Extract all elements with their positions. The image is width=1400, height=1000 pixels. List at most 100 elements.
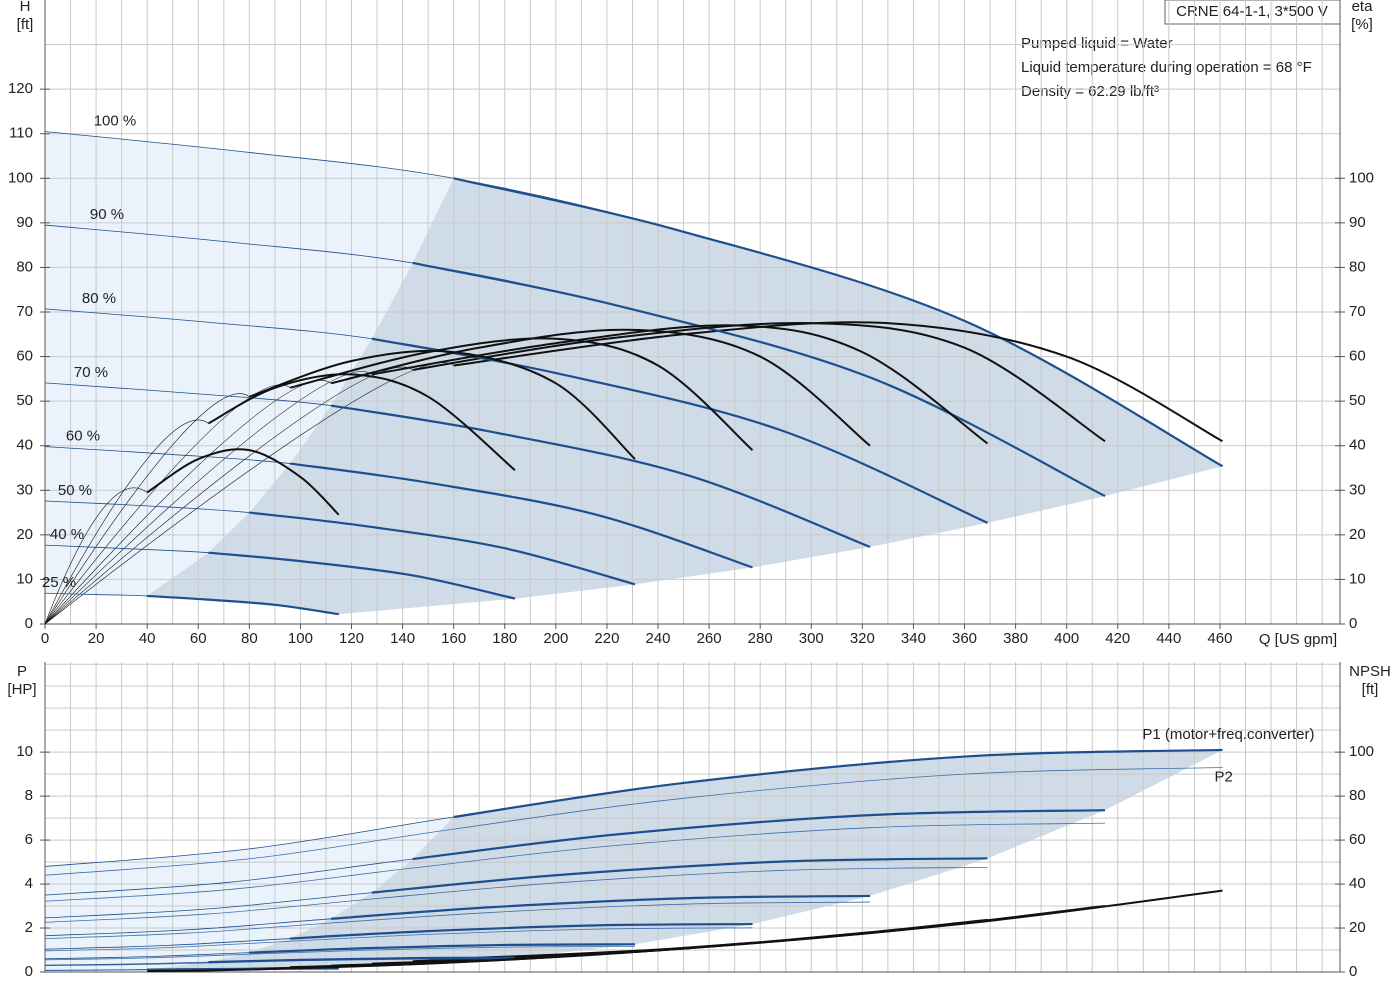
x-tick-label: 320 <box>850 630 875 647</box>
x-tick-label: 420 <box>1105 630 1130 647</box>
speed-label: 90 % <box>90 206 124 223</box>
head-curve <box>147 594 339 616</box>
p2-label: P2 <box>1215 769 1233 786</box>
x-tick-label: 140 <box>390 630 415 647</box>
y-tick-label: 20 <box>16 526 33 543</box>
p1-curve <box>208 956 515 964</box>
p1-curve <box>330 894 871 920</box>
eta-curve <box>453 321 1223 443</box>
head-curve <box>208 551 516 600</box>
y-tick-label: 60 <box>16 348 33 365</box>
y2-tick-label: 20 <box>1349 919 1366 936</box>
y2-tick-label: 40 <box>1349 437 1366 454</box>
x-tick-label: 200 <box>543 630 568 647</box>
head-curve <box>290 462 753 569</box>
y-axis-label: P <box>17 663 27 680</box>
x-tick-label: 40 <box>139 630 156 647</box>
y2-tick-label: 80 <box>1349 258 1366 275</box>
p1-curve <box>371 857 988 894</box>
x-tick-label: 180 <box>492 630 517 647</box>
x-tick-label: 60 <box>190 630 207 647</box>
p1-label: P1 (motor+freq.converter) <box>1142 726 1314 743</box>
y-tick-label: 90 <box>16 214 33 231</box>
x-tick-label: 100 <box>288 630 313 647</box>
p2-curve <box>44 901 871 939</box>
p1-curve <box>290 922 753 940</box>
p1-curve <box>453 748 1223 819</box>
speed-label: 60 % <box>66 428 100 445</box>
x-tick-label: 340 <box>901 630 926 647</box>
info-line: Density = 62.29 lb/ft³ <box>1021 83 1159 100</box>
npsh-curve <box>147 965 339 973</box>
y-tick-label: 2 <box>25 919 33 936</box>
x-tick-label: 120 <box>339 630 364 647</box>
x-tick-label: 460 <box>1207 630 1232 647</box>
head-curve <box>412 261 1106 498</box>
y-tick-label: 4 <box>25 875 33 892</box>
y2-tick-label: 0 <box>1349 615 1357 632</box>
y2-tick-label: 10 <box>1349 570 1366 587</box>
info-line: Pumped liquid = Water <box>1021 35 1173 52</box>
eta-curve <box>412 321 1106 443</box>
y-tick-label: 0 <box>25 615 33 632</box>
y-tick-label: 10 <box>16 743 33 760</box>
y-axis-label: H <box>20 0 31 15</box>
x-tick-label: 80 <box>241 630 258 647</box>
x-tick-label: 400 <box>1054 630 1079 647</box>
x-tick-label: 0 <box>41 630 49 647</box>
eta-curve <box>249 349 636 460</box>
y-tick-label: 40 <box>16 437 33 454</box>
y2-tick-label: 40 <box>1349 875 1366 892</box>
y2-tick-label: 80 <box>1349 787 1366 804</box>
head-curve <box>371 337 988 524</box>
x-tick-label: 20 <box>88 630 105 647</box>
y-tick-label: 8 <box>25 787 33 804</box>
y-tick-label: 100 <box>8 169 33 186</box>
y2-tick-label: 30 <box>1349 481 1366 498</box>
p2-curve <box>44 767 1223 876</box>
info-line: Liquid temperature during operation = 68… <box>1021 59 1312 76</box>
y2-tick-label: 100 <box>1349 743 1374 760</box>
p1-curve <box>249 943 636 954</box>
x-tick-label: 260 <box>697 630 722 647</box>
y-tick-label: 0 <box>25 963 33 980</box>
y2-tick-label: 100 <box>1349 169 1374 186</box>
head-curve <box>249 511 636 586</box>
x-tick-label: 220 <box>594 630 619 647</box>
eta-curve <box>146 448 340 516</box>
operating-area <box>147 178 1223 615</box>
speed-label: 100 % <box>94 112 137 129</box>
y-axis-unit: [ft] <box>17 16 34 33</box>
y2-axis-label: NPSH <box>1349 663 1391 680</box>
p2-curve <box>44 927 753 952</box>
eta-curve <box>371 324 989 445</box>
y-tick-label: 6 <box>25 831 33 848</box>
x-tick-label: 240 <box>646 630 671 647</box>
y2-tick-label: 20 <box>1349 526 1366 543</box>
operating-area <box>147 749 1223 970</box>
y2-axis-label: eta <box>1352 0 1374 15</box>
y-tick-label: 50 <box>16 392 33 409</box>
speed-label: 40 % <box>50 526 84 543</box>
eta-curve-thin <box>44 371 373 625</box>
x-tick-label: 280 <box>748 630 773 647</box>
head-curve <box>453 177 1224 468</box>
y2-axis-unit: [%] <box>1351 16 1373 33</box>
y-axis-unit: [HP] <box>7 681 36 698</box>
eta-curve-thin <box>44 487 148 625</box>
eta-curve <box>330 328 871 447</box>
eta-curve <box>207 373 516 471</box>
p1-curve <box>412 809 1106 861</box>
x-tick-label: 440 <box>1156 630 1181 647</box>
eta-curve-thin <box>44 393 250 625</box>
head-curve <box>330 404 871 548</box>
y2-axis-unit: [ft] <box>1362 681 1379 698</box>
y-tick-label: 70 <box>16 303 33 320</box>
eta-curve-thin <box>44 366 413 625</box>
y2-tick-label: 0 <box>1349 963 1357 980</box>
y2-tick-label: 60 <box>1349 348 1366 365</box>
x-tick-label: 360 <box>952 630 977 647</box>
y-tick-label: 10 <box>16 570 33 587</box>
y-tick-label: 80 <box>16 258 33 275</box>
